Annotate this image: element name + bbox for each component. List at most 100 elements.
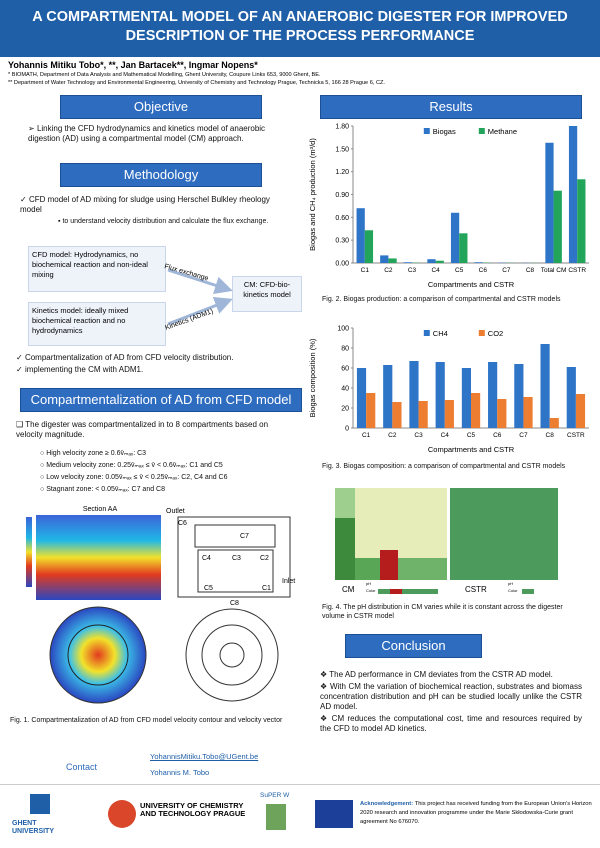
- text: This project has received funding from t…: [360, 801, 592, 825]
- acknowledgement: Acknowledgement: This project has receiv…: [360, 800, 592, 827]
- figure-label: C1: [262, 585, 271, 592]
- legend-label: pH: [508, 581, 513, 586]
- contour-image: [36, 515, 161, 600]
- x-tick-label: C3: [408, 267, 417, 274]
- bar: [418, 401, 428, 428]
- x-axis-title: Compartments and CSTR: [428, 280, 515, 289]
- bar: [488, 362, 498, 428]
- text: Linking the CFD hydrodynamics and kineti…: [28, 124, 266, 143]
- x-tick-label: C7: [519, 432, 528, 439]
- y-tick-label: 0.30: [335, 238, 349, 245]
- x-tick-label: C1: [361, 267, 370, 274]
- method-item: ✓ Compartmentalization of AD from CFD ve…: [16, 353, 234, 362]
- conclusion-item: ❖ CM reduces the computational cost, tim…: [320, 714, 582, 733]
- figure-label: Inlet: [282, 578, 295, 585]
- text: Low velocity zone: 0.05v̄ₘₐₓ ≤ v̄ < 0.25…: [46, 474, 228, 481]
- authors: Yohannis Mitiku Tobo*, **, Jan Bartacek*…: [8, 60, 258, 70]
- arrow-label: Flux exchange: [163, 263, 209, 282]
- schematic: [197, 549, 274, 593]
- email-link[interactable]: YohannisMitiku.Tobo@UGent.be: [150, 752, 259, 761]
- divider: [0, 784, 600, 785]
- method-subitem: ▪ to understand velocity distribution an…: [58, 218, 269, 225]
- ph-map: [398, 558, 447, 580]
- bar: [444, 400, 454, 428]
- objective-text: ➢ Linking the CFD hydrodynamics and kine…: [28, 124, 266, 143]
- y-axis-title: Biogas and CH₄ production (m³/d): [308, 138, 317, 251]
- bar: [403, 262, 412, 263]
- bar: [366, 393, 376, 428]
- schematic: [219, 642, 245, 668]
- legend-label: CH4: [433, 329, 448, 338]
- zone-list: ○ High velocity zone ≥ 0.6v̄ₘₐₓ: C3 ○ Me…: [40, 448, 300, 496]
- ph-map: [380, 550, 398, 580]
- figure-label: C4: [202, 555, 211, 562]
- bar: [450, 212, 460, 263]
- bar: [435, 362, 445, 428]
- logo: [108, 800, 136, 828]
- bar: [356, 208, 365, 263]
- figure-label: C8: [230, 600, 239, 607]
- conclusion-list: ❖ The AD performance in CM deviates from…: [320, 670, 582, 734]
- schematic: [177, 516, 291, 598]
- logo: [266, 804, 286, 830]
- text: The AD performance in CM deviates from t…: [329, 670, 553, 679]
- bar: [471, 393, 481, 428]
- bar: [435, 260, 444, 263]
- logo: [30, 794, 50, 814]
- text: to understand velocity distribution and …: [62, 218, 269, 225]
- logo-text: UNIVERSITY OF CHEMISTRY AND TECHNOLOGY P…: [140, 801, 246, 818]
- x-tick-label: C4: [441, 432, 450, 439]
- y-tick-label: 60: [341, 366, 349, 373]
- diagram-box: CM: CFD-bio-kinetics model: [232, 276, 302, 312]
- bar: [459, 233, 468, 263]
- map-label: CSTR: [465, 585, 487, 594]
- figure-caption: Fig. 1. Compartmentalization of AD from …: [10, 717, 283, 724]
- x-tick-label: C3: [414, 432, 423, 439]
- figure-4: CM CSTR pH Color pH Color: [335, 488, 558, 594]
- figure-caption: Fig. 4. The pH distribution in CM varies…: [322, 604, 563, 620]
- compartment-text: ❑ The digester was compartmentalized in …: [16, 420, 269, 439]
- figure-label: C5: [204, 585, 213, 592]
- schematic: [201, 624, 263, 686]
- bar: [497, 399, 507, 428]
- bar: [553, 190, 562, 263]
- legend-swatch: [423, 128, 430, 134]
- figure-label: C3: [232, 555, 241, 562]
- bar: [575, 394, 586, 428]
- section-heading: Conclusion: [345, 634, 482, 658]
- legend-label: Methane: [488, 127, 517, 136]
- x-axis-title: Compartments and CSTR: [428, 445, 515, 454]
- text: CM reduces the computational cost, time …: [320, 714, 582, 733]
- text: With CM the variation of biochemical rea…: [320, 682, 582, 711]
- bar: [461, 368, 471, 428]
- colorbar: [26, 517, 32, 587]
- figure-label: C7: [240, 533, 249, 540]
- x-tick-label: C1: [362, 432, 371, 439]
- bar: [383, 365, 393, 428]
- chart: 0 20 40 60 80 100 C1 C2 C3 C4 C5 C6 C7 C8 CSTR Compartm…: [308, 326, 589, 454]
- logo-text: SuPER W: [260, 792, 290, 799]
- y-tick-label: 1.20: [335, 169, 349, 176]
- affiliation: * BIOMATH, Department of Data Analysis a…: [8, 72, 321, 78]
- text: implementing the CM with ADM1.: [24, 365, 144, 374]
- legend-label: pH: [366, 581, 371, 586]
- bar: [566, 367, 576, 428]
- poster-title: A COMPARTMENTAL MODEL OF AN ANAEROBIC DI…: [32, 9, 568, 44]
- legend-swatch: [478, 128, 485, 134]
- y-tick-label: 1.50: [335, 146, 349, 153]
- x-tick-label: Total CM: [541, 267, 567, 274]
- x-tick-label: C2: [388, 432, 397, 439]
- conclusion-item: ❖ The AD performance in CM deviates from…: [320, 670, 553, 679]
- x-tick-label: C2: [384, 267, 393, 274]
- bar: [474, 262, 483, 263]
- arrow-label: Kinetics (ADM1): [164, 308, 214, 332]
- ph-map: [355, 558, 380, 580]
- x-tick-label: CSTR: [567, 432, 585, 439]
- y-tick-label: 1.80: [335, 124, 349, 131]
- figure-label: Outlet: [166, 508, 185, 515]
- affiliation: ** Department of Water Technology and En…: [8, 80, 385, 86]
- y-tick-label: 20: [341, 406, 349, 413]
- x-tick-label: C7: [502, 267, 511, 274]
- y-tick-label: 0.00: [335, 261, 349, 268]
- bar: [545, 142, 554, 263]
